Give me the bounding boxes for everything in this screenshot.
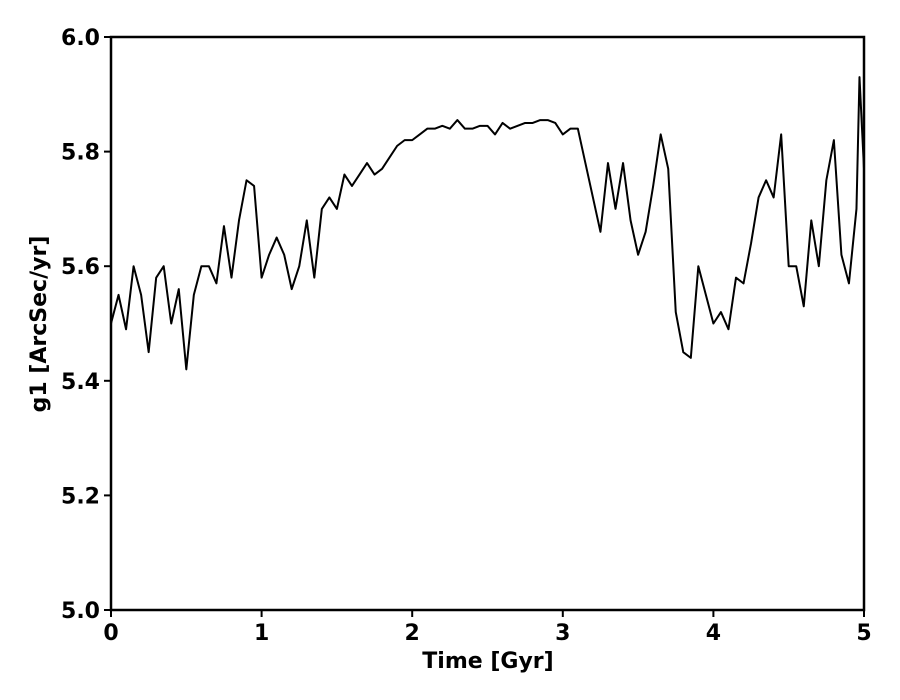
x-tick-label: 5 [856, 621, 871, 646]
y-tick-label: 5.4 [61, 370, 100, 395]
y-tick-label: 5.2 [61, 484, 100, 509]
plot-frame [109, 35, 866, 612]
y-tick-label: 6.0 [61, 26, 100, 51]
y-tick-label: 5.8 [61, 141, 100, 166]
x-tick-label: 2 [405, 621, 420, 646]
y-tick-label: 5.6 [61, 255, 100, 280]
x-tick-label: 4 [706, 621, 721, 646]
x-tick-label: 0 [103, 621, 118, 646]
x-tick-label: 1 [254, 621, 269, 646]
x-tick-label: 3 [555, 621, 570, 646]
y-axis-label: g1 [ArcSec/yr] [27, 236, 52, 413]
x-axis-label: Time [Gyr] [422, 649, 553, 674]
data-line [110, 76, 865, 371]
y-tick-label: 5.0 [61, 599, 100, 624]
